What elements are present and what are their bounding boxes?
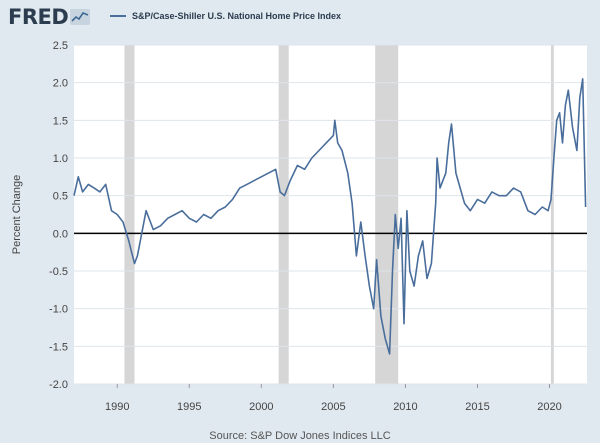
y-tick-label: -1.0 [49, 304, 68, 316]
y-tick-label: 0.5 [53, 191, 68, 203]
x-tick-label: 2010 [393, 401, 417, 413]
x-tick-label: 2020 [537, 401, 561, 413]
fred-graph-mark-icon [70, 9, 91, 25]
y-tick-label: 1.5 [53, 115, 68, 127]
y-tick-label: -0.5 [49, 266, 68, 278]
y-tick-label: 2.0 [53, 78, 68, 90]
recession-band [550, 45, 554, 384]
plot-area [74, 45, 587, 384]
y-tick-label: -2.0 [49, 379, 68, 391]
y-tick-label: -1.5 [49, 341, 68, 353]
y-tick-label: 1.0 [53, 153, 68, 165]
legend-label: S&P/Case-Shiller U.S. National Home Pric… [132, 11, 342, 21]
series-line [73, 78, 587, 355]
chart-legend: S&P/Case-Shiller U.S. National Home Pric… [110, 11, 341, 21]
recession-band [375, 45, 399, 384]
x-tick-label: 1995 [177, 401, 201, 413]
recession-band [278, 45, 289, 384]
y-tick-label: 2.5 [53, 40, 68, 52]
x-tick-label: 2015 [465, 401, 489, 413]
x-tick-label: 1990 [105, 401, 129, 413]
fred-logo[interactable]: FRED [8, 5, 91, 29]
y-axis-label: Percent Change [11, 175, 23, 255]
legend-swatch [110, 15, 126, 17]
x-tick-label: 2005 [321, 401, 345, 413]
fred-logo-text: FRED [8, 5, 69, 29]
recession-band [124, 45, 135, 384]
x-tick-label: 2000 [249, 401, 273, 413]
source-note: Source: S&P Dow Jones Indices LLC [209, 430, 391, 442]
y-tick-label: 0.0 [53, 228, 68, 240]
